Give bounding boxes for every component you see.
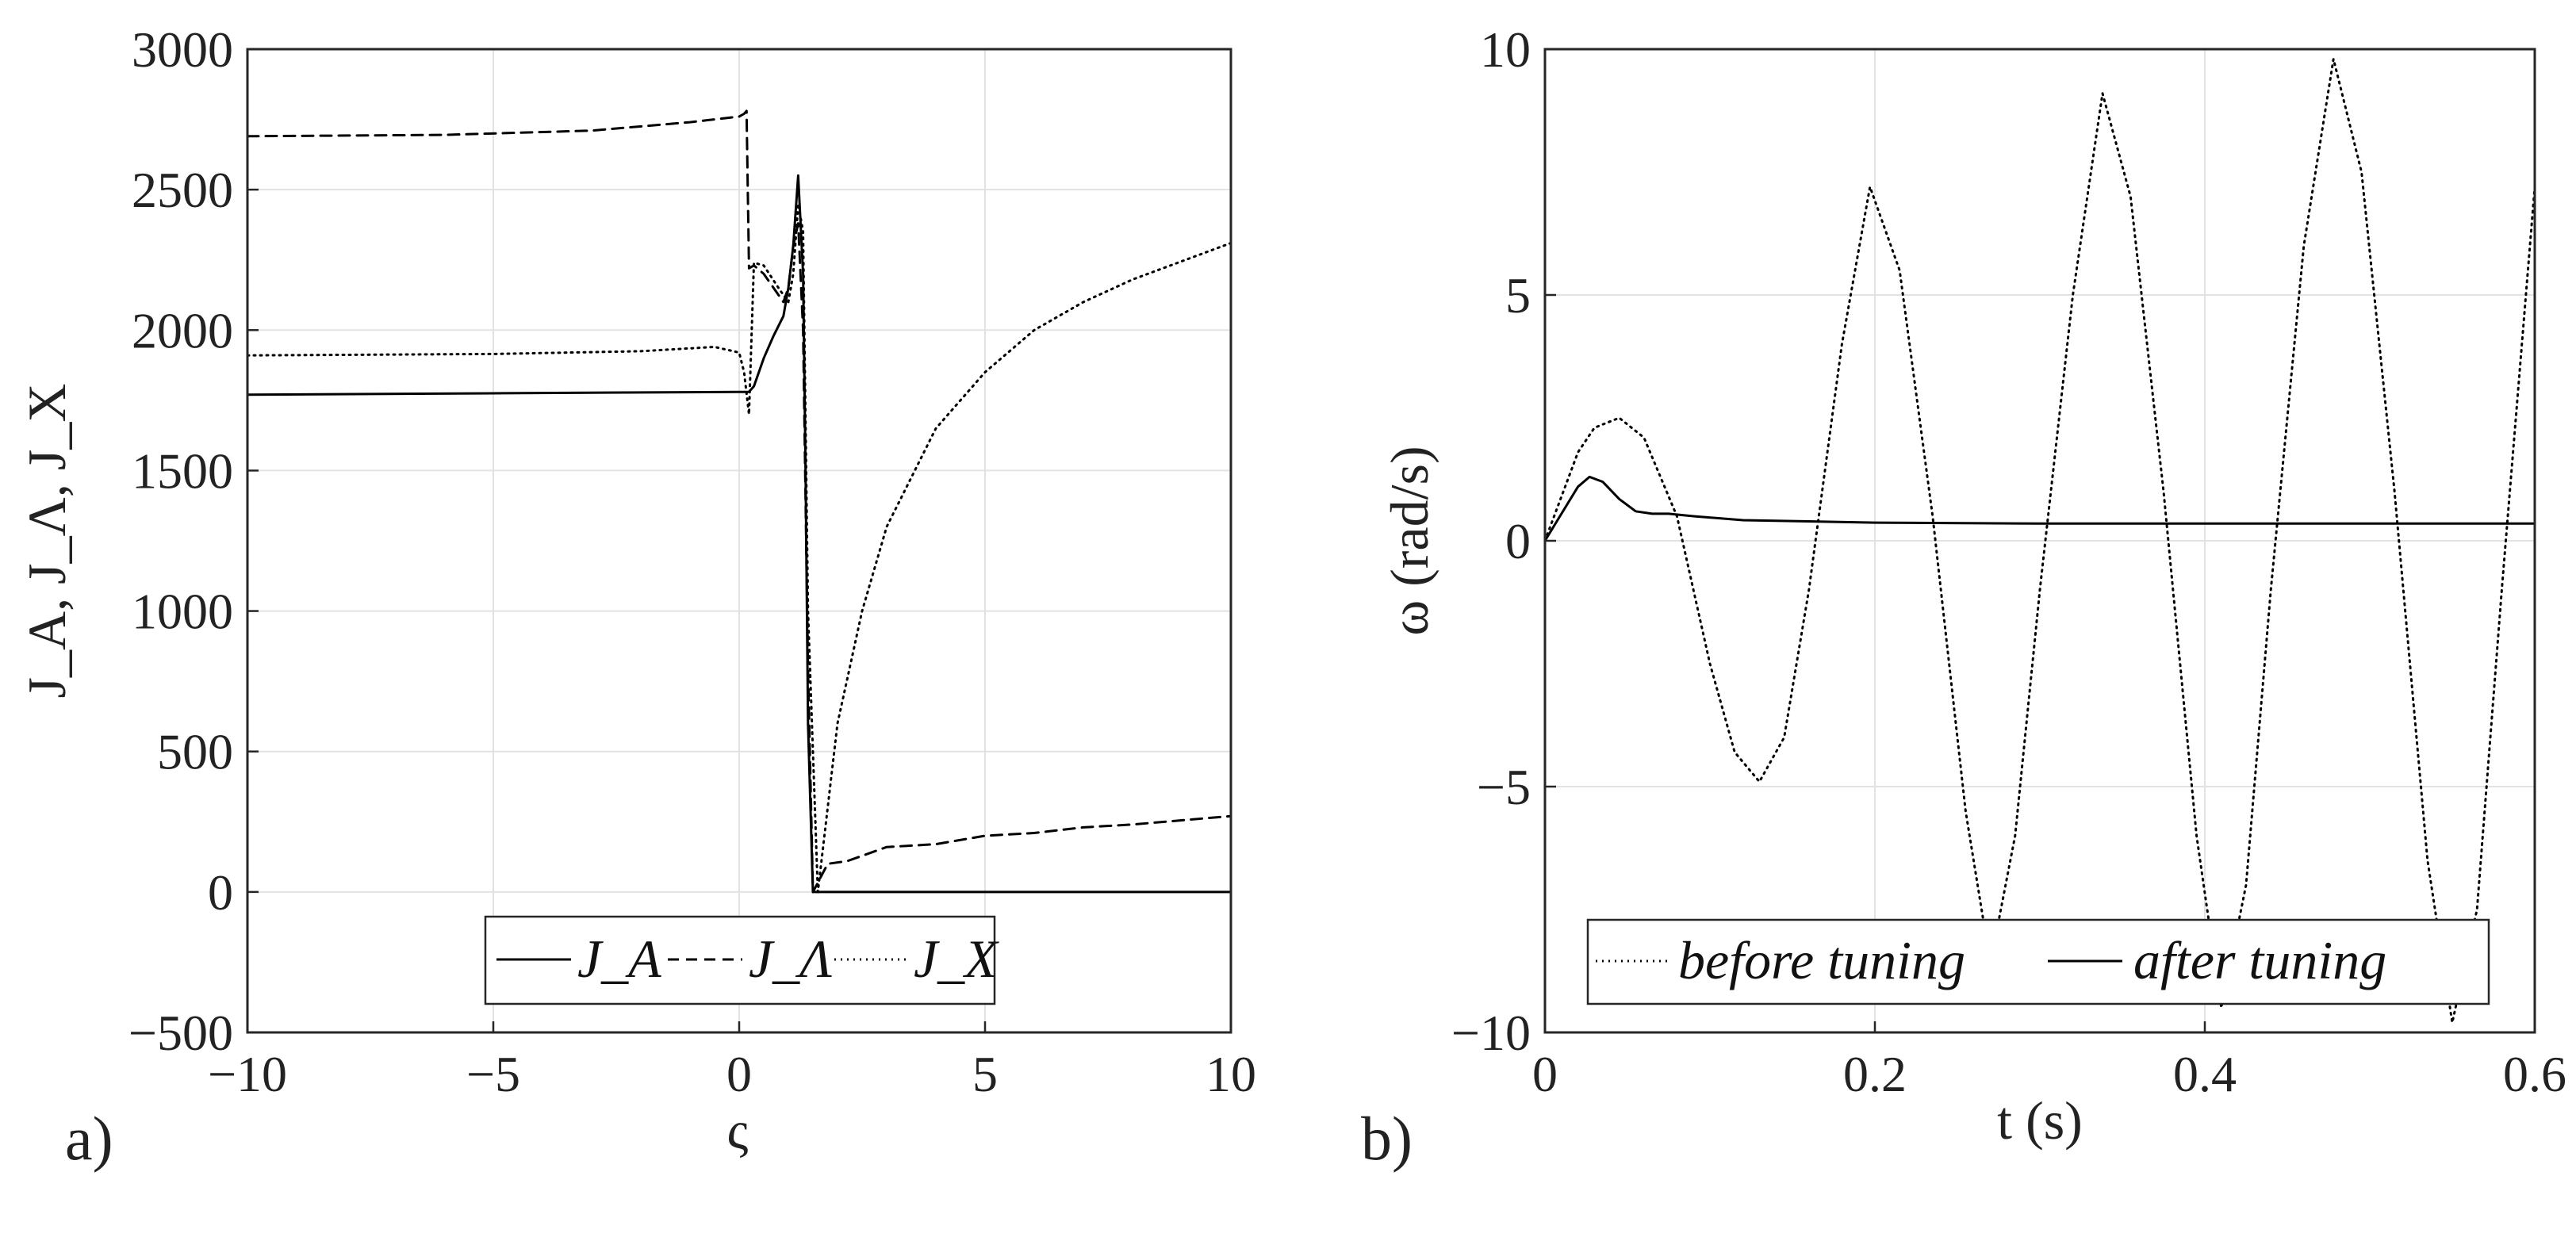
panel-b-xtick-label: 0.6: [2503, 1046, 2566, 1102]
legend-label-before-tuning: before tuning: [1678, 930, 1965, 990]
panel-a-ticks: −10 −5 0 5 10 −500 0 500 1000 1500 2000 2500 3000: [128, 21, 1256, 1102]
panel-a-xtick-label: 0: [726, 1046, 752, 1102]
panel-b-ytick-label: −10: [1451, 1005, 1531, 1061]
panel-a-series-j-: [246, 109, 1232, 894]
panel-b-chart: 0 0.2 0.4 0.6 −10 −5 0 5 10 t (s) ω (rad/s) b) b…: [1361, 21, 2566, 1173]
panel-a-xtick-label: 10: [1206, 1046, 1256, 1102]
panel-b-ytick-label: 10: [1480, 21, 1531, 78]
panel-b-xtick-label: 0.4: [2173, 1046, 2237, 1102]
panel-a-ytick-label: 2000: [132, 302, 233, 358]
panel-a-xtick-label: 5: [972, 1046, 998, 1102]
panel-a-ytick-label: 1000: [132, 584, 233, 640]
panel-b-legend-box: [1586, 918, 2490, 1005]
panel-a-ytick-label: 500: [157, 724, 233, 780]
panel-a-ytick-label: −500: [128, 1005, 233, 1061]
panel-b-grid: [1544, 48, 2536, 1033]
panel-a-ytick-label: 1500: [132, 442, 233, 499]
panel-b-label: b): [1361, 1104, 1413, 1173]
legend-label-after-tuning: after tuning: [2133, 930, 2386, 990]
panel-a-y-axis-label: J_A, J_Λ, J_X: [17, 384, 77, 699]
legend-label-jx: J_X: [914, 929, 999, 989]
panel-a-ytick-label: 2500: [132, 162, 233, 218]
panel-b-legend: before tuning after tuning: [1586, 918, 2490, 1005]
panel-a-xtick-label: −10: [208, 1046, 287, 1102]
panel-b-ticks: 0 0.2 0.4 0.6 −10 −5 0 5 10: [1451, 21, 2566, 1102]
legend-label-ja: J_A: [577, 929, 661, 989]
panel-b-x-axis-label: t (s): [1997, 1090, 2083, 1151]
panel-a-ytick-label: 0: [208, 864, 233, 921]
panel-b-ytick-label: 5: [1505, 267, 1531, 324]
panel-b-xtick-label: 0: [1532, 1046, 1558, 1102]
panel-b-series-after-tuning: [1543, 475, 2536, 542]
legend-label-jlambda: J_Λ: [749, 929, 832, 989]
panel-a-series: [246, 109, 1232, 894]
panel-a-series-j-x: [246, 202, 1232, 894]
panel-a-xtick-label: −5: [466, 1046, 520, 1102]
panel-a-ytick-label: 3000: [132, 21, 233, 78]
panel-b-ytick-label: 0: [1505, 513, 1531, 569]
panel-b-xtick-label: 0.2: [1843, 1046, 1907, 1102]
panel-b-series: [1543, 57, 2536, 1024]
panel-a-x-axis-label: ς: [727, 1100, 749, 1160]
panel-b-ytick-label: −5: [1477, 759, 1531, 815]
panel-a-grid: [247, 48, 1232, 1033]
panel-a-legend: J_A J_Λ J_X: [484, 915, 999, 1005]
panel-b-series-before-tuning: [1543, 57, 2536, 1024]
panel-b-y-axis-label: ω (rad/s): [1379, 446, 1439, 635]
panel-a-label: a): [65, 1104, 113, 1173]
